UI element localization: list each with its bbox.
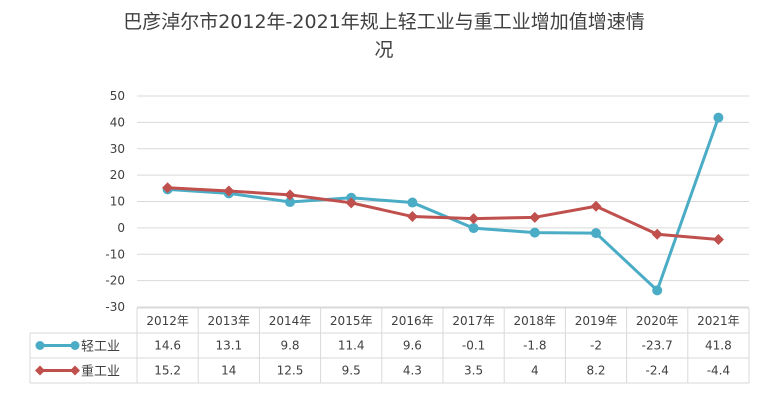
data-label: -23.7 — [642, 339, 673, 353]
legend-marker-1 — [70, 365, 80, 376]
data-label: 41.8 — [705, 339, 732, 353]
chart-title-line-2: 况 — [374, 39, 393, 61]
x-category-label: 2020年 — [636, 314, 679, 328]
y-tick-label: 40 — [110, 115, 125, 129]
y-tick-label: -10 — [105, 247, 125, 261]
series-layer — [162, 112, 724, 296]
data-label: 15.2 — [154, 364, 181, 378]
data-point — [713, 112, 724, 123]
data-point — [407, 197, 418, 208]
data-point — [406, 211, 418, 223]
x-category-label: 2018年 — [514, 314, 557, 328]
data-label: -4.4 — [707, 364, 730, 378]
y-axis: 50 40 30 20 10 0 -10 -20 -30 — [105, 89, 125, 314]
data-label: 8.2 — [586, 364, 605, 378]
data-point — [162, 182, 174, 194]
y-tick-label: -30 — [105, 300, 125, 314]
y-tick-label: 50 — [110, 89, 125, 103]
data-label: -2 — [590, 339, 602, 353]
legend-marker-0 — [70, 341, 80, 350]
data-label: 14 — [221, 364, 236, 378]
data-label: 9.8 — [280, 339, 299, 353]
data-label: 13.1 — [215, 339, 242, 353]
data-label: -1.8 — [523, 339, 546, 353]
x-category-label: 2019年 — [575, 314, 618, 328]
y-tick-label: 10 — [110, 195, 125, 209]
chart-title-line-1: 巴彦淖尔市2012年-2021年规上轻工业与重工业增加值增速情 — [123, 11, 645, 33]
y-tick-label: 20 — [110, 168, 125, 182]
x-category-label: 2013年 — [208, 314, 251, 328]
x-category-label: 2014年 — [269, 314, 312, 328]
data-label: -2.4 — [645, 364, 668, 378]
x-category-label: 2012年 — [146, 314, 189, 328]
x-category-label: 2015年 — [330, 314, 373, 328]
y-tick-label: 30 — [110, 142, 125, 156]
data-point — [468, 213, 480, 225]
data-label: 14.6 — [154, 339, 181, 353]
data-label: 11.4 — [338, 339, 365, 353]
data-label: -0.1 — [462, 339, 485, 353]
legend-marker-1 — [35, 365, 45, 376]
series-line-1 — [167, 186, 719, 241]
y-tick-label: 0 — [117, 221, 125, 235]
data-point — [652, 285, 663, 296]
data-point — [651, 228, 663, 240]
data-point — [284, 189, 296, 201]
data-table: 2012年 2013年 2014年 2015年 2016年 2017年 2018年 2019年… — [29, 307, 750, 384]
data-label: 3.5 — [464, 364, 483, 378]
data-point — [345, 197, 357, 209]
data-label: 12.5 — [277, 364, 304, 378]
data-point — [223, 185, 235, 197]
legend-label-1: 重工业 — [81, 364, 120, 380]
data-label: 4 — [531, 364, 539, 378]
data-point — [712, 233, 724, 245]
legend-label-0: 轻工业 — [81, 340, 120, 355]
data-point — [285, 197, 295, 208]
x-category-label: 2016年 — [391, 314, 434, 328]
data-label: 4.3 — [403, 364, 422, 378]
data-point — [529, 211, 541, 223]
data-label: 9.6 — [403, 339, 422, 353]
grid — [137, 95, 749, 308]
data-label: 9.5 — [342, 364, 361, 378]
data-point — [468, 223, 479, 234]
series-line-0 — [167, 117, 720, 292]
data-point — [591, 228, 601, 239]
x-category-label: 2021年 — [697, 314, 740, 328]
y-tick-label: -20 — [105, 274, 125, 288]
data-point — [590, 200, 602, 212]
data-point — [529, 227, 540, 238]
legend-marker-0 — [35, 341, 45, 350]
x-category-label: 2017年 — [452, 314, 495, 328]
